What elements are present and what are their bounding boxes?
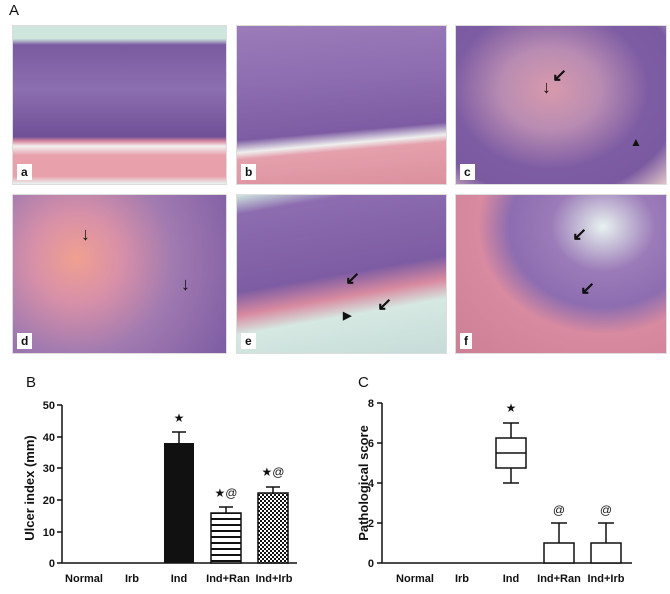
panel-label-a: A: [9, 2, 20, 19]
subpanel-label: e: [241, 333, 256, 349]
subpanel-label: c: [460, 164, 475, 180]
svg-text:Irb: Irb: [125, 573, 139, 585]
svg-text:Normal: Normal: [65, 573, 103, 585]
svg-text:6: 6: [368, 438, 374, 450]
arrow-icon: ↙: [580, 278, 596, 298]
svg-text:40: 40: [43, 432, 55, 444]
svg-text:20: 20: [43, 495, 55, 507]
subpanel-label: a: [17, 164, 32, 180]
y-axis-label: Pathological score: [356, 425, 371, 541]
histology-image-f: ↙ ↙ f: [455, 194, 667, 354]
svg-text:★@: ★@: [262, 465, 285, 479]
arrow-icon: ↙: [572, 224, 588, 244]
subpanel-label: b: [241, 164, 257, 180]
svg-text:@: @: [600, 503, 612, 517]
histology-image-e: ↙ ↙ ▶ e: [236, 194, 447, 354]
svg-text:30: 30: [43, 463, 55, 475]
subpanel-label: f: [460, 333, 472, 349]
svg-text:10: 10: [43, 527, 55, 539]
pathological-score-chart: 8 6 4 2 0 Pathological score ★ @ @ Normal: [356, 398, 632, 585]
histology-image-a: a: [12, 25, 227, 185]
svg-text:Irb: Irb: [455, 573, 469, 585]
svg-text:8: 8: [368, 398, 374, 410]
svg-text:4: 4: [368, 478, 375, 490]
histology-image-c: ↙ ↓ ▲ c: [455, 25, 667, 185]
svg-text:0: 0: [368, 558, 374, 570]
histology-image-d: ↓ ↓ d: [12, 194, 227, 354]
svg-text:Ind+Irb: Ind+Irb: [588, 573, 625, 585]
histology-image-b: b: [236, 25, 447, 185]
ulcer-index-chart: 50 40 30 20 10 0 Ulcer index (mm) ★ ★@ ★@ No…: [22, 400, 297, 585]
svg-text:2: 2: [368, 518, 374, 530]
panel-label-b: B: [26, 374, 37, 391]
svg-text:★@: ★@: [215, 486, 238, 500]
subpanel-label: d: [17, 333, 33, 349]
arrow-icon: ↙: [345, 268, 361, 288]
arrow-icon: ↓: [81, 224, 90, 244]
svg-text:Ind: Ind: [171, 573, 188, 585]
svg-text:Ind+Ran: Ind+Ran: [537, 573, 581, 585]
svg-text:0: 0: [49, 558, 55, 570]
svg-text:★: ★: [506, 401, 517, 415]
svg-text:@: @: [553, 503, 565, 517]
panel-label-c: C: [358, 374, 369, 391]
arrow-icon: ↙: [377, 294, 393, 314]
arrow-icon: ↙: [552, 65, 568, 85]
svg-text:Normal: Normal: [396, 573, 434, 585]
arrow-icon: ↓: [542, 77, 551, 97]
svg-text:Ind: Ind: [503, 573, 520, 585]
svg-text:★: ★: [174, 411, 185, 425]
arrowhead-icon: ▶: [343, 310, 352, 322]
arrow-icon: ↓: [181, 274, 190, 294]
arrowhead-icon: ▲: [630, 135, 642, 149]
y-axis-label: Ulcer index (mm): [22, 435, 37, 540]
svg-text:50: 50: [43, 400, 55, 412]
svg-text:Ind+Irb: Ind+Irb: [256, 573, 293, 585]
svg-text:Ind+Ran: Ind+Ran: [206, 573, 250, 585]
